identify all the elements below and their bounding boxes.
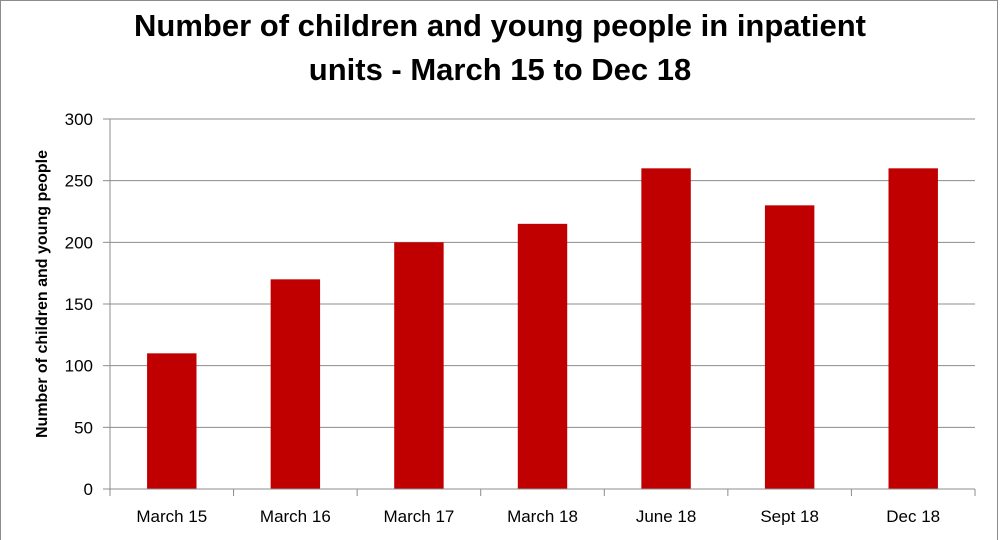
bar	[270, 279, 321, 489]
y-axis-label: Number of children and young people	[34, 150, 51, 438]
y-tick-label: 150	[65, 295, 93, 314]
bar	[517, 223, 568, 490]
x-tick-label: Dec 18	[886, 507, 940, 525]
y-tick-label: 250	[65, 172, 93, 191]
y-tick-label: 100	[65, 357, 93, 376]
x-axis-ticks: March 15 March 16 March 17 March 18 June 18 S…	[109, 489, 976, 525]
chart-title-line-1: Number of children and young people in i…	[134, 8, 866, 43]
x-tick-label: March 17	[383, 507, 454, 525]
x-tick-label: March 18	[507, 507, 578, 525]
bar	[641, 168, 691, 490]
y-axis-ticks: 0 50 100 150 200 250 300	[65, 110, 110, 499]
bar	[147, 353, 197, 489]
y-tick-label: 0	[84, 480, 93, 499]
bar	[888, 168, 938, 490]
chart-title: Number of children and young people in i…	[60, 4, 940, 92]
y-tick-label: 50	[74, 418, 93, 437]
bars	[147, 168, 938, 490]
x-tick-label: June 18	[636, 507, 697, 525]
axes	[109, 119, 975, 490]
x-tick-label: March 15	[136, 507, 207, 525]
bar	[764, 205, 815, 490]
y-tick-label: 300	[65, 110, 93, 129]
x-tick-label: March 16	[260, 507, 331, 525]
bar	[394, 242, 444, 489]
x-tick-label: Sept 18	[760, 507, 819, 525]
chart-title-line-2: units - March 15 to Dec 18	[308, 52, 692, 87]
y-tick-label: 200	[65, 233, 93, 252]
